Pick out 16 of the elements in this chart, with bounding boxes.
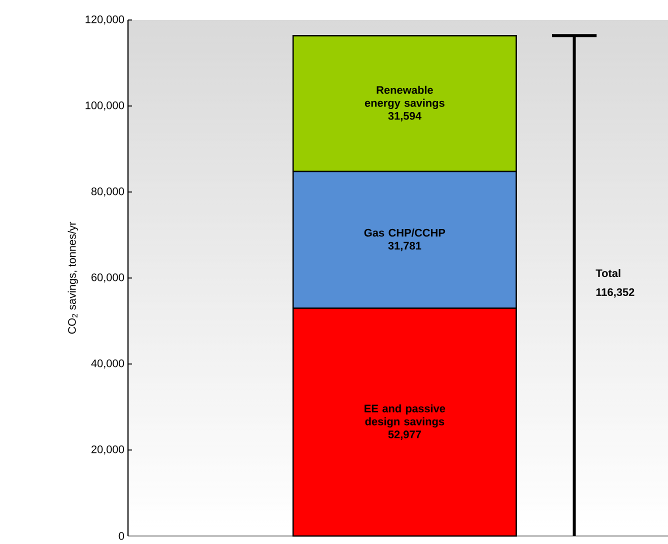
y-tick-label: 100,000 xyxy=(86,101,124,111)
y-tick-label: 120,000 xyxy=(86,15,124,25)
data-label: 52,977 xyxy=(388,430,421,440)
data-label: 31,594 xyxy=(388,112,422,122)
y-axis-title: CO$_{2}$ savings, tonnes/yr xyxy=(68,222,78,334)
text: 116,352 xyxy=(596,288,634,298)
y-tick-label: 80,000 xyxy=(91,187,124,197)
series-label: Gas CHP/CCHP xyxy=(364,228,446,237)
series-label: EE and passive design savings xyxy=(364,404,446,428)
y-tick-label: 0 xyxy=(118,532,124,540)
data-label: 31,781 xyxy=(388,242,422,252)
y-tick-label: 60,000 xyxy=(92,273,124,283)
series-label: Renewable energy savings xyxy=(364,86,444,110)
y-tick-label: 20,000 xyxy=(92,445,124,455)
text: Total xyxy=(596,269,620,278)
y-tick-label: 40,000 xyxy=(91,359,124,369)
